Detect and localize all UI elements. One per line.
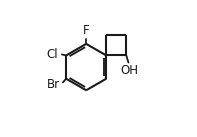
Text: OH: OH — [121, 64, 138, 77]
Text: Br: Br — [47, 78, 60, 91]
Text: Cl: Cl — [46, 48, 58, 61]
Text: F: F — [83, 24, 89, 37]
